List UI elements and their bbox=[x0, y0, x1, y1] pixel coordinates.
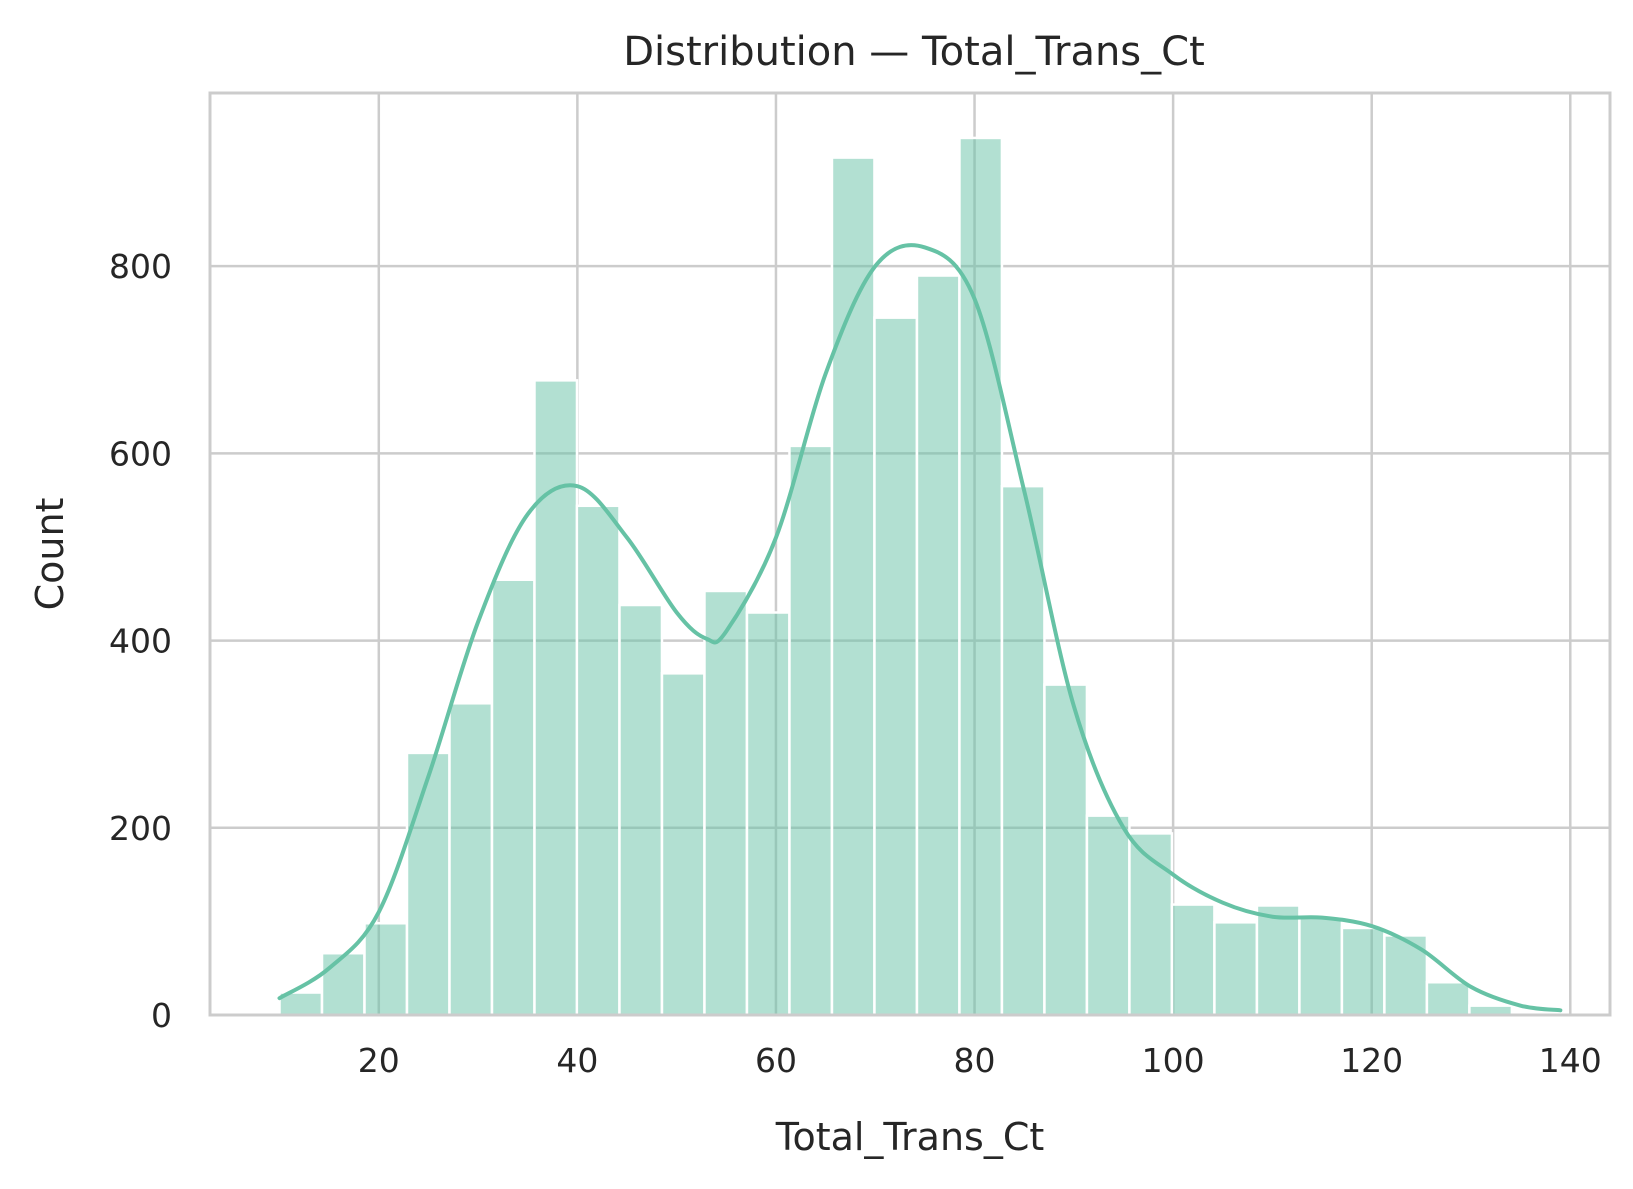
y-tick-label: 600 bbox=[109, 434, 172, 473]
histogram-bar bbox=[1255, 904, 1301, 1017]
histogram-bar bbox=[788, 444, 834, 1017]
histogram-bar bbox=[1043, 683, 1089, 1017]
y-axis-label: Count bbox=[28, 498, 72, 611]
histogram-bars bbox=[278, 136, 1514, 1017]
histogram-bar bbox=[320, 951, 366, 1017]
histogram-bar bbox=[618, 603, 664, 1017]
x-tick-label: 20 bbox=[358, 1041, 400, 1080]
y-tick-label: 400 bbox=[109, 622, 172, 661]
chart-title: Distribution — Total_Trans_Ct bbox=[623, 29, 1205, 75]
y-tick-label: 0 bbox=[151, 996, 172, 1035]
histogram-bar bbox=[915, 274, 961, 1017]
histogram-bar bbox=[745, 611, 791, 1017]
y-tick-labels: 0 200 400 600 800 bbox=[109, 247, 172, 1035]
histogram-bar bbox=[958, 136, 1004, 1017]
histogram-bar bbox=[1000, 484, 1046, 1017]
histogram-bar bbox=[363, 922, 409, 1017]
histogram-bar bbox=[1340, 926, 1386, 1017]
histogram-bar bbox=[1298, 916, 1344, 1017]
histogram-bar bbox=[1213, 921, 1259, 1017]
histogram-bar bbox=[873, 316, 919, 1017]
histogram-bar bbox=[1425, 980, 1471, 1017]
x-tick-label: 100 bbox=[1142, 1041, 1205, 1080]
y-tick-label: 200 bbox=[109, 809, 172, 848]
plot-frame bbox=[208, 91, 1612, 1017]
x-tick-label: 120 bbox=[1340, 1041, 1403, 1080]
histogram-bar bbox=[490, 578, 536, 1017]
x-tick-label: 140 bbox=[1539, 1041, 1602, 1080]
histogram-bar bbox=[575, 504, 621, 1017]
histogram-bar bbox=[703, 589, 749, 1017]
histogram-bar bbox=[448, 702, 494, 1017]
y-tick-label: 800 bbox=[109, 247, 172, 286]
histogram-bar bbox=[660, 672, 706, 1017]
x-tick-labels: 20 40 60 80 100 120 140 bbox=[358, 1041, 1602, 1080]
kde-curve bbox=[277, 243, 1563, 1013]
x-axis-label: Total_Trans_Ct bbox=[775, 1115, 1045, 1159]
x-tick-label: 80 bbox=[954, 1041, 996, 1080]
x-tick-label: 40 bbox=[556, 1041, 598, 1080]
histogram-bar bbox=[1085, 814, 1131, 1017]
histogram-bar bbox=[533, 379, 579, 1017]
histogram-bar bbox=[405, 751, 451, 1017]
histogram-bar bbox=[1170, 903, 1216, 1017]
histogram-bar bbox=[830, 156, 876, 1017]
x-tick-label: 60 bbox=[755, 1041, 797, 1080]
